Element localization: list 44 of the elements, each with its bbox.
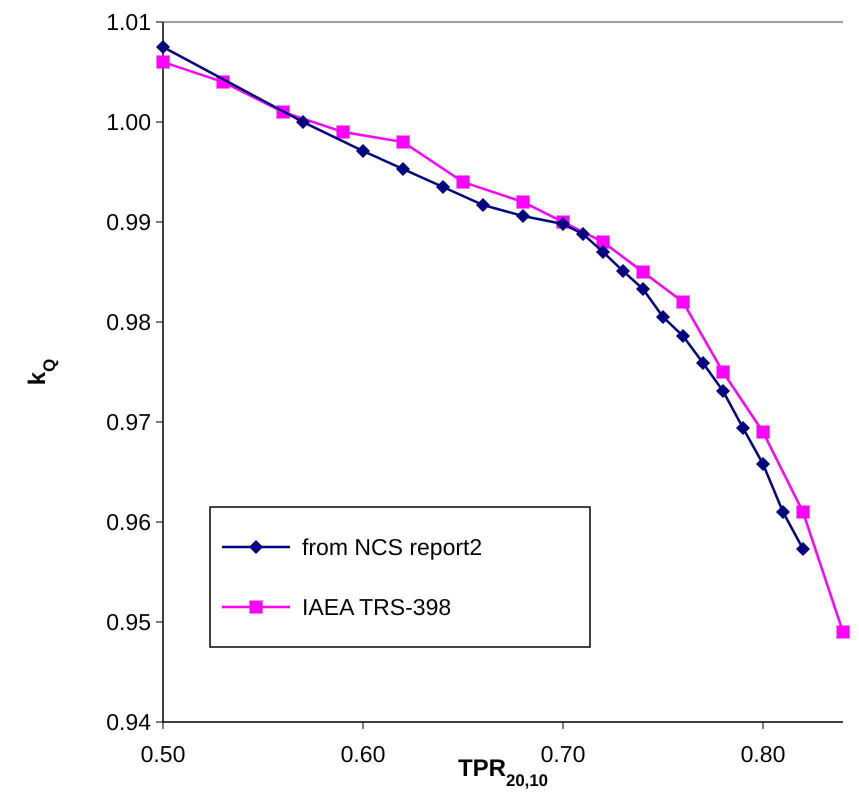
point [336, 126, 350, 138]
point [516, 209, 530, 223]
point [656, 310, 670, 324]
point [596, 245, 610, 259]
point [836, 626, 850, 638]
x-tick-label: 0.80 [740, 741, 786, 767]
point [736, 421, 750, 435]
x-tick-label: 0.50 [140, 741, 186, 767]
point [396, 162, 410, 176]
point [456, 176, 470, 188]
point [396, 136, 410, 148]
point [716, 384, 730, 398]
y-tick-label: 1.00 [106, 109, 151, 136]
y-tick-label: 0.99 [106, 209, 151, 236]
point [556, 217, 570, 231]
point [776, 505, 790, 519]
y-tick-label: 0.95 [106, 609, 151, 636]
legend-label: from NCS report2 [302, 534, 482, 560]
point [356, 144, 370, 158]
point [636, 266, 650, 278]
y-tick-label: 1.01 [106, 9, 151, 36]
point [616, 264, 630, 278]
point [676, 296, 690, 308]
y-tick-label: 0.94 [106, 709, 152, 736]
point [156, 40, 170, 54]
point [516, 196, 530, 208]
point [716, 366, 730, 378]
point [676, 329, 690, 343]
point [296, 115, 310, 129]
point [576, 227, 590, 241]
y-tick-label: 0.98 [106, 309, 151, 336]
point [476, 198, 490, 212]
point [156, 56, 170, 68]
y-tick-label: 0.97 [106, 409, 151, 436]
point [436, 180, 450, 194]
point [636, 282, 650, 296]
point [796, 542, 810, 556]
point [756, 457, 770, 471]
y-tick-label: 0.96 [106, 509, 151, 536]
x-tick-label: 0.60 [340, 741, 386, 767]
point [696, 356, 710, 370]
point [756, 426, 770, 438]
legend-label: IAEA TRS-398 [302, 594, 452, 620]
point [796, 506, 810, 518]
